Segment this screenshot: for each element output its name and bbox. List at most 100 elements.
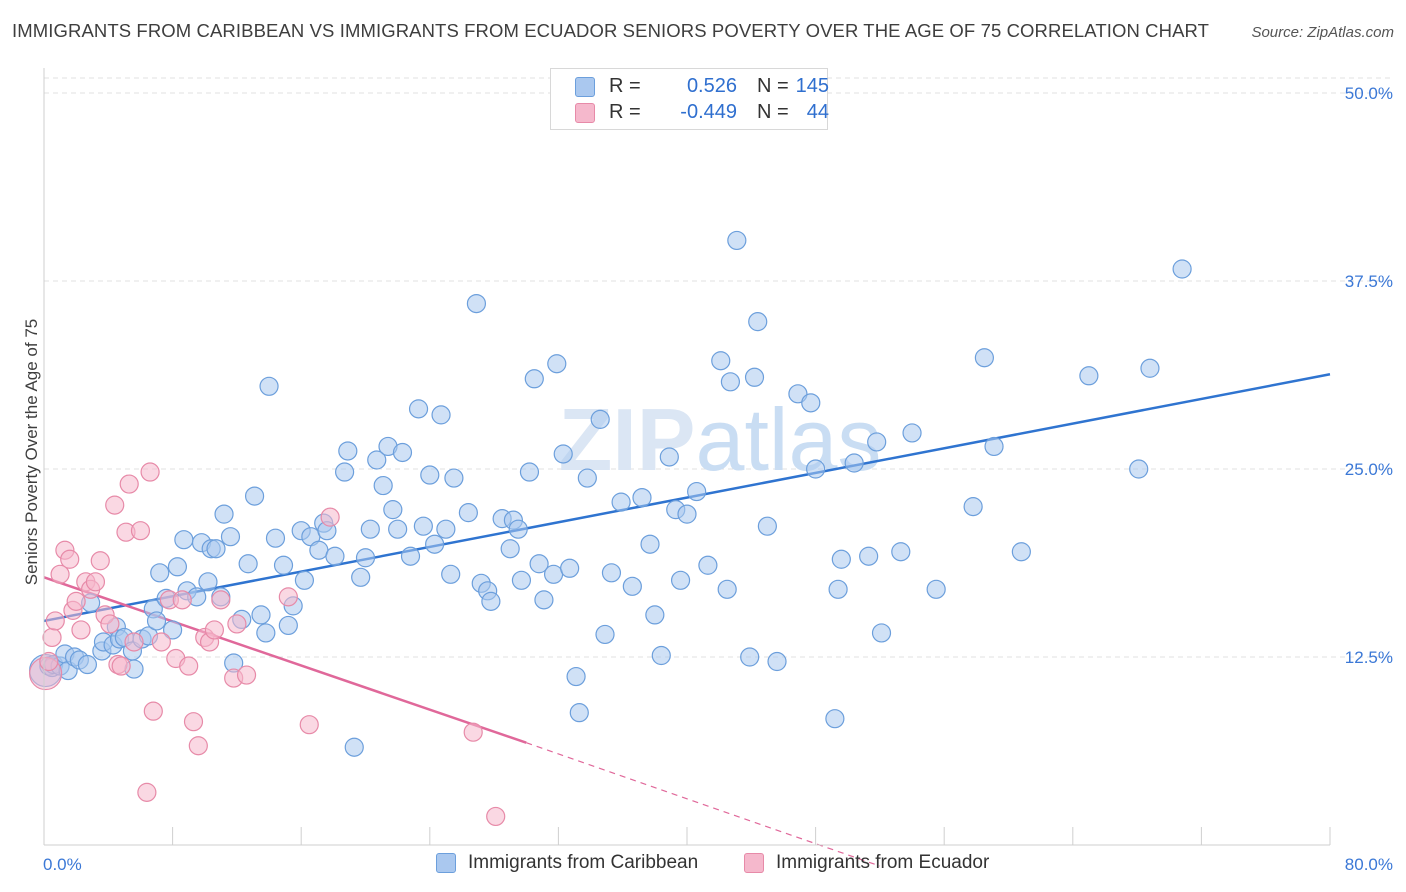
caribbean-point (265, 528, 286, 548)
ecuador-point (486, 806, 506, 827)
r-value: -0.449 (680, 101, 737, 123)
ecuador-point (60, 549, 80, 569)
caribbean-point (651, 645, 671, 666)
caribbean-point (805, 459, 826, 479)
caribbean-point (294, 570, 315, 590)
ecuador-point (45, 611, 65, 631)
caribbean-point (441, 564, 461, 584)
caribbean-point (543, 564, 564, 584)
caribbean-point (524, 369, 544, 389)
ecuador-trendline (43, 576, 527, 744)
y-tick-label: 37.5% (1345, 272, 1393, 291)
caribbean-legend-label: Immigrants from Caribbean (468, 852, 699, 873)
caribbean-point (611, 492, 631, 512)
r-label: R = (609, 101, 641, 123)
caribbean-point (163, 620, 183, 640)
caribbean-point (698, 555, 718, 575)
stats-legend: R = 0.526 N = 145 R = -0.449 N = 44 (550, 68, 829, 130)
caribbean-point (146, 611, 167, 631)
caribbean-point (757, 516, 777, 536)
ecuador-point (151, 632, 171, 652)
ecuador-point (320, 507, 340, 527)
caribbean-point (659, 447, 679, 467)
caribbean-point (400, 546, 421, 566)
ecuador-point (66, 591, 86, 611)
x-tick-label: 80.0% (1345, 855, 1393, 874)
caribbean-point (77, 654, 98, 675)
caribbean-point (560, 558, 580, 578)
ecuador-point (179, 656, 199, 676)
ecuador-point (143, 701, 163, 721)
ecuador-point (172, 590, 192, 610)
caribbean-point (670, 570, 691, 590)
caribbean-point (831, 549, 851, 569)
caribbean-point (444, 468, 464, 488)
caribbean-point (711, 351, 731, 371)
ecuador-point (105, 495, 125, 515)
caribbean-point (508, 519, 528, 539)
caribbean-point (566, 666, 586, 687)
caribbean-point (963, 497, 983, 517)
ecuador-point (90, 551, 110, 571)
caribbean-point (150, 563, 170, 583)
caribbean-point (335, 462, 355, 482)
caribbean-points (29, 230, 1192, 757)
caribbean-point (553, 444, 573, 464)
caribbean-point (859, 546, 879, 566)
ecuador-point (236, 665, 257, 685)
caribbean-point (926, 579, 946, 599)
caribbean-point (1079, 366, 1099, 386)
caribbean-point (640, 534, 660, 554)
ecuador-trendline-extension (526, 742, 881, 867)
caribbean-point (720, 372, 741, 392)
caribbean-point (717, 579, 737, 599)
n-label: N = (757, 75, 789, 97)
ecuador-point (71, 620, 91, 640)
caribbean-point (529, 554, 549, 574)
caribbean-point (974, 348, 994, 368)
caribbean-point (744, 367, 765, 387)
ecuador-legend-swatch (744, 853, 764, 873)
caribbean-point (355, 548, 376, 568)
ecuador-point (50, 564, 70, 584)
caribbean-point (767, 651, 787, 672)
ecuador-point (140, 462, 160, 482)
r-value: 0.526 (686, 75, 737, 97)
caribbean-point (577, 468, 597, 488)
caribbean-point (344, 737, 364, 757)
n-label: N = (757, 101, 789, 123)
caribbean-point (547, 354, 567, 374)
caribbean-point (174, 530, 194, 550)
caribbean-point (590, 409, 610, 429)
ecuador-point (227, 614, 247, 634)
caribbean-point (891, 542, 911, 562)
ecuador-point (183, 712, 204, 732)
caribbean-point (214, 504, 234, 524)
ecuador-point (204, 620, 224, 640)
axis-layer: 12.5% 25.0% 37.5% 50.0% 0.0% 80.0% (43, 68, 1393, 874)
ecuador-point (137, 782, 157, 802)
caribbean-point (902, 423, 922, 443)
caribbean-point (622, 576, 642, 596)
caribbean-point (309, 540, 329, 560)
caribbean-trendline (43, 373, 1331, 623)
caribbean-point (481, 591, 501, 611)
ecuador-point (42, 627, 62, 648)
caribbean-point (844, 453, 864, 473)
ecuador-point (124, 632, 144, 652)
caribbean-legend-swatch (436, 853, 456, 873)
caribbean-point (458, 503, 478, 523)
caribbean-point (388, 519, 408, 539)
caribbean-point (601, 563, 622, 583)
ecuador-point (188, 736, 208, 756)
caribbean-point (244, 486, 265, 506)
caribbean-point (238, 554, 258, 574)
trend-layer (43, 373, 1331, 867)
ecuador-points (29, 462, 506, 827)
caribbean-point (367, 450, 387, 470)
caribbean-point (325, 546, 345, 566)
caribbean-point (1011, 542, 1031, 562)
ecuador-point (85, 572, 106, 592)
caribbean-point (677, 504, 697, 524)
caribbean-point (383, 500, 403, 520)
